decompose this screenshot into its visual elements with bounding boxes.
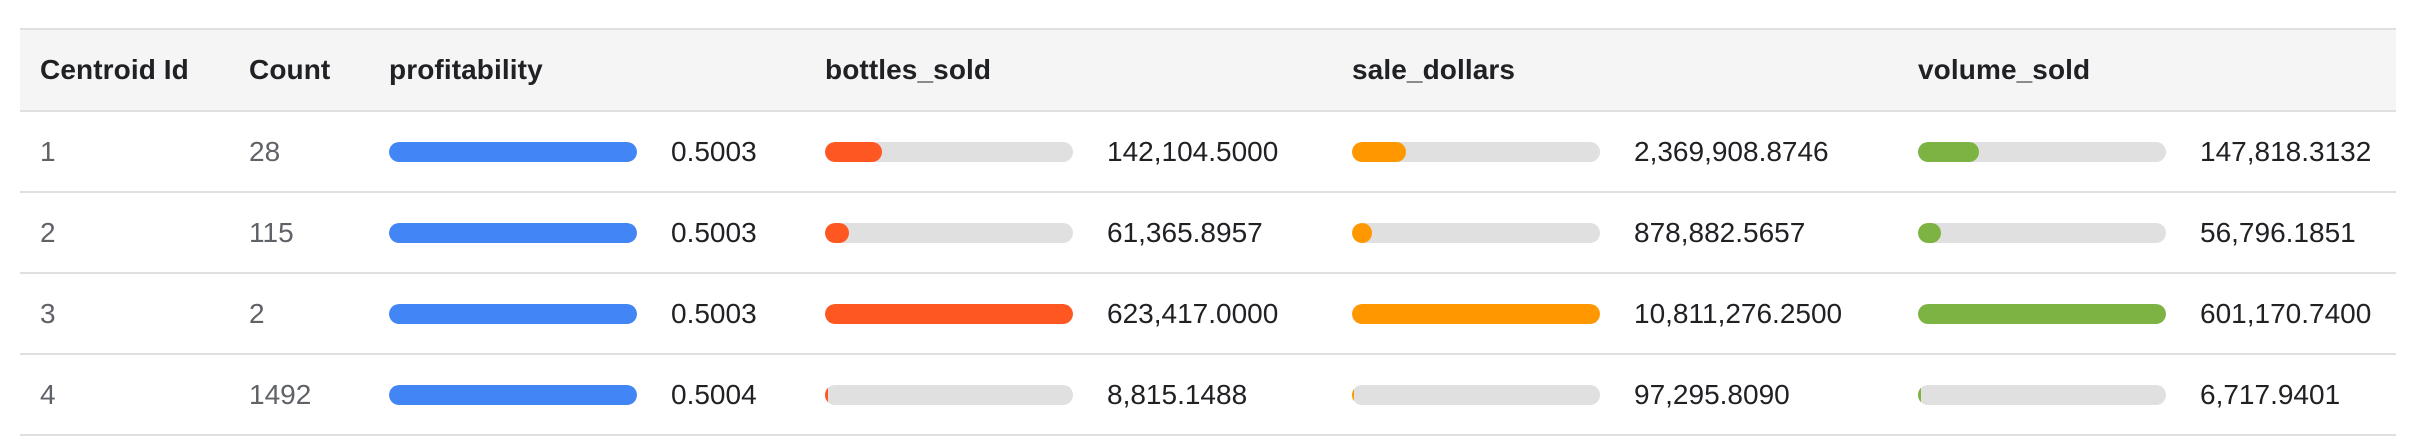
count-cell: 2 xyxy=(249,297,265,329)
volume-sold-cell: 601,170.7400 xyxy=(1898,298,2396,330)
centroid-id-cell: 2 xyxy=(40,216,56,248)
profitability-value: 0.5003 xyxy=(671,216,757,248)
bottles-sold-value: 623,417.0000 xyxy=(1107,297,1279,329)
header-centroid-id[interactable]: Centroid Id xyxy=(40,54,189,85)
profitability-bar-fill xyxy=(389,303,637,324)
profitability-bar-fill xyxy=(389,222,637,243)
profitability-bar xyxy=(389,384,637,405)
volume-sold-value: 601,170.7400 xyxy=(2200,297,2372,329)
sale-dollars-cell: 10,811,276.2500 xyxy=(1332,298,1898,330)
bottles-sold-cell: 8,815.1488 xyxy=(805,379,1332,411)
sale-dollars-bar-fill xyxy=(1352,384,1355,405)
bottles-sold-cell: 623,417.0000 xyxy=(805,298,1332,330)
profitability-bar xyxy=(389,303,637,324)
volume-sold-bar xyxy=(1918,141,2166,162)
profitability-value: 0.5004 xyxy=(671,378,757,410)
profitability-bar xyxy=(389,141,637,162)
header-count[interactable]: Count xyxy=(249,54,331,85)
sale-dollars-cell: 2,369,908.8746 xyxy=(1332,136,1898,168)
sale-dollars-cell: 878,882.5657 xyxy=(1332,217,1898,249)
table-header-row: Centroid Id Count profitability bottles_… xyxy=(20,30,2396,112)
profitability-value: 0.5003 xyxy=(671,135,757,167)
profitability-cell: 0.5003 xyxy=(369,217,805,249)
volume-sold-bar-fill xyxy=(1918,222,1942,243)
sale-dollars-value: 878,882.5657 xyxy=(1634,216,1806,248)
count-cell: 1492 xyxy=(249,378,312,410)
bottles-sold-bar-fill xyxy=(825,141,882,162)
bottles-sold-bar xyxy=(825,141,1073,162)
volume-sold-bar-fill xyxy=(1918,141,1979,162)
volume-sold-bar xyxy=(1918,303,2166,324)
table-row: 1 28 0.5003 142,104.5000 2,369,908.8746 … xyxy=(20,112,2396,193)
profitability-cell: 0.5004 xyxy=(369,379,805,411)
centroid-id-cell: 4 xyxy=(40,378,56,410)
bottles-sold-bar xyxy=(825,222,1073,243)
volume-sold-bar-fill xyxy=(1918,384,1921,405)
header-bottles-sold[interactable]: bottles_sold xyxy=(825,54,992,85)
sale-dollars-bar xyxy=(1352,384,1600,405)
volume-sold-bar xyxy=(1918,384,2166,405)
header-profitability[interactable]: profitability xyxy=(389,54,543,85)
sale-dollars-bar xyxy=(1352,303,1600,324)
bottles-sold-cell: 61,365.8957 xyxy=(805,217,1332,249)
bottles-sold-value: 142,104.5000 xyxy=(1107,135,1279,167)
centroid-table: Centroid Id Count profitability bottles_… xyxy=(20,28,2396,436)
table-row: 2 115 0.5003 61,365.8957 878,882.5657 56… xyxy=(20,193,2396,274)
sale-dollars-cell: 97,295.8090 xyxy=(1332,379,1898,411)
volume-sold-value: 147,818.3132 xyxy=(2200,135,2372,167)
sale-dollars-bar-fill xyxy=(1352,303,1600,324)
profitability-bar-fill xyxy=(389,384,637,405)
sale-dollars-bar-fill xyxy=(1352,222,1373,243)
bottles-sold-bar xyxy=(825,303,1073,324)
sale-dollars-value: 2,369,908.8746 xyxy=(1634,135,1829,167)
count-cell: 28 xyxy=(249,135,281,167)
header-sale-dollars[interactable]: sale_dollars xyxy=(1352,54,1516,85)
volume-sold-cell: 56,796.1851 xyxy=(1898,217,2396,249)
volume-sold-value: 6,717.9401 xyxy=(2200,378,2341,410)
table-row: 3 2 0.5003 623,417.0000 10,811,276.2500 … xyxy=(20,274,2396,355)
profitability-bar-fill xyxy=(389,141,637,162)
centroid-id-cell: 3 xyxy=(40,297,56,329)
sale-dollars-bar xyxy=(1352,141,1600,162)
volume-sold-cell: 147,818.3132 xyxy=(1898,136,2396,168)
bottles-sold-bar-fill xyxy=(825,222,850,243)
bottles-sold-bar xyxy=(825,384,1073,405)
centroid-id-cell: 1 xyxy=(40,135,56,167)
bottles-sold-value: 8,815.1488 xyxy=(1107,378,1248,410)
bottles-sold-cell: 142,104.5000 xyxy=(805,136,1332,168)
bottles-sold-value: 61,365.8957 xyxy=(1107,216,1263,248)
table-row: 4 1492 0.5004 8,815.1488 97,295.8090 6,7… xyxy=(20,355,2396,436)
volume-sold-value: 56,796.1851 xyxy=(2200,216,2356,248)
profitability-cell: 0.5003 xyxy=(369,298,805,330)
volume-sold-bar xyxy=(1918,222,2166,243)
sale-dollars-value: 97,295.8090 xyxy=(1634,378,1790,410)
bottles-sold-bar-fill xyxy=(825,384,829,405)
count-cell: 115 xyxy=(249,216,294,248)
profitability-bar xyxy=(389,222,637,243)
profitability-value: 0.5003 xyxy=(671,297,757,329)
header-volume-sold[interactable]: volume_sold xyxy=(1918,54,2091,85)
sale-dollars-value: 10,811,276.2500 xyxy=(1634,297,1843,329)
sale-dollars-bar xyxy=(1352,222,1600,243)
bottles-sold-bar-fill xyxy=(825,303,1073,324)
sale-dollars-bar-fill xyxy=(1352,141,1407,162)
volume-sold-cell: 6,717.9401 xyxy=(1898,379,2396,411)
profitability-cell: 0.5003 xyxy=(369,136,805,168)
volume-sold-bar-fill xyxy=(1918,303,2166,324)
